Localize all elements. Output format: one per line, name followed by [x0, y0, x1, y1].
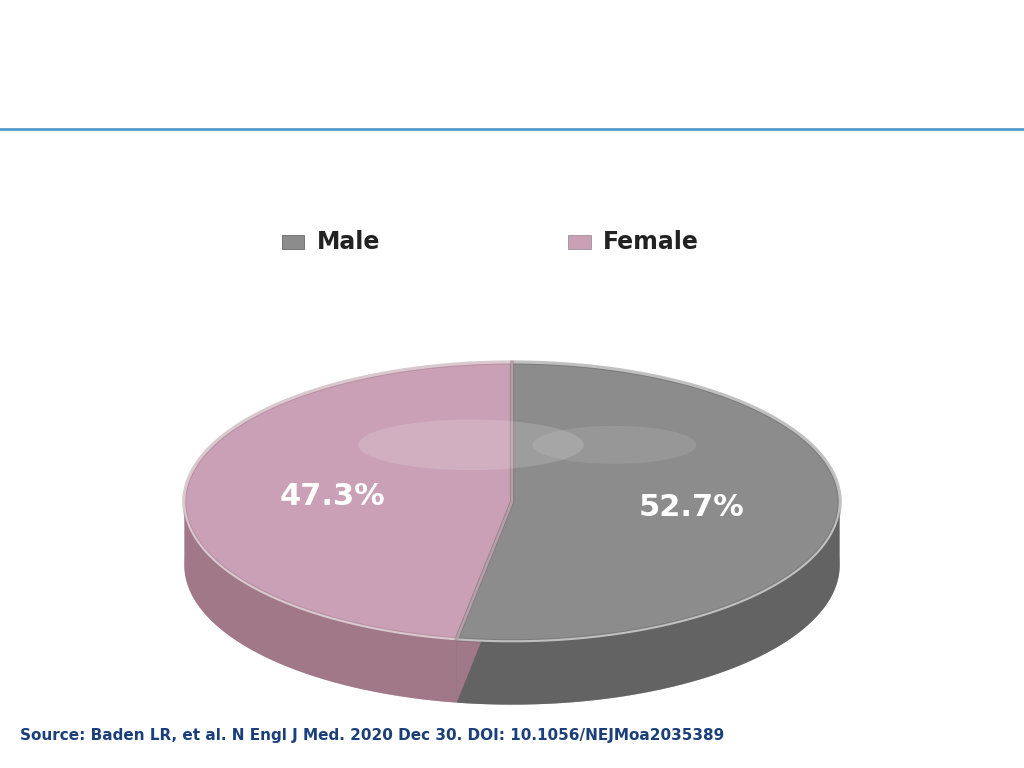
Ellipse shape — [532, 426, 696, 464]
Polygon shape — [184, 362, 512, 639]
Text: 52.7%: 52.7% — [638, 493, 744, 521]
Bar — [282, 235, 304, 249]
Polygon shape — [457, 502, 512, 703]
Text: Baseline Characteristics: Gender Distribution for ALL Participants: Baseline Characteristics: Gender Distrib… — [23, 84, 883, 109]
Text: Male: Male — [316, 230, 380, 254]
Bar — [568, 235, 591, 249]
Polygon shape — [184, 426, 512, 703]
Polygon shape — [457, 362, 840, 641]
Text: Female: Female — [603, 230, 699, 254]
Text: Efficacy and Safety of the mRNA-1273 SARS-CoV-2 Vaccine: Efficacy and Safety of the mRNA-1273 SAR… — [23, 34, 987, 61]
Polygon shape — [184, 502, 457, 703]
Polygon shape — [457, 502, 840, 704]
Text: Source: Baden LR, et al. N Engl J Med. 2020 Dec 30. DOI: 10.1056/NEJMoa2035389: Source: Baden LR, et al. N Engl J Med. 2… — [20, 727, 725, 743]
Polygon shape — [457, 502, 512, 703]
Polygon shape — [457, 426, 840, 704]
Ellipse shape — [358, 419, 584, 470]
Text: 47.3%: 47.3% — [280, 482, 386, 511]
